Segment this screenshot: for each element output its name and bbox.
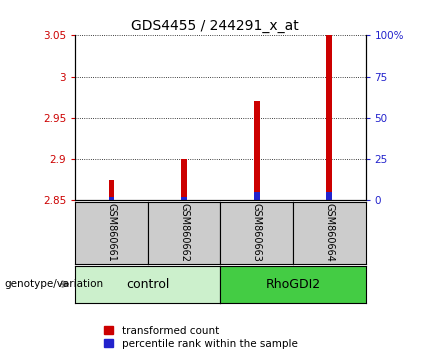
Bar (181, 159, 187, 200)
Bar (326, 192, 332, 200)
Bar (326, 15, 332, 200)
Text: GSM860662: GSM860662 (179, 203, 189, 262)
Bar (181, 197, 187, 200)
Text: control: control (126, 278, 169, 291)
Text: RhoGDI2: RhoGDI2 (265, 278, 320, 291)
Bar (254, 101, 260, 200)
Bar (109, 197, 114, 200)
Bar (254, 192, 260, 200)
Bar (109, 180, 114, 200)
Legend: transformed count, percentile rank within the sample: transformed count, percentile rank withi… (100, 321, 302, 353)
Text: GSM860664: GSM860664 (324, 203, 334, 262)
Text: GDS4455 / 244291_x_at: GDS4455 / 244291_x_at (131, 19, 299, 34)
Text: GSM860663: GSM860663 (252, 203, 262, 262)
Text: genotype/variation: genotype/variation (4, 279, 104, 289)
Text: GSM860661: GSM860661 (107, 203, 117, 262)
